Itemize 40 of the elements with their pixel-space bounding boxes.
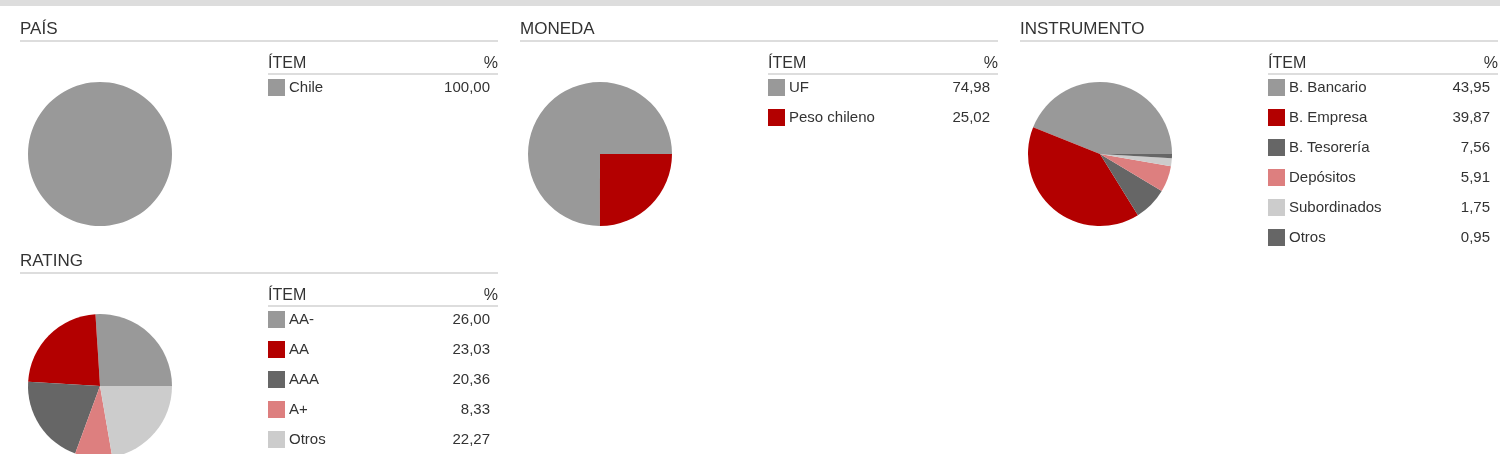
text: % bbox=[483, 286, 498, 304]
data-label: 8,33 bbox=[460, 400, 490, 417]
chart-title: RATING bbox=[20, 250, 498, 274]
chart-title: PAÍS bbox=[20, 18, 498, 42]
legend-label: B. Tesorería bbox=[1289, 138, 1370, 155]
legend-title: ÍTEM bbox=[768, 54, 807, 71]
legend-label: AA bbox=[289, 340, 310, 357]
legend-title: ÍTEM bbox=[268, 286, 307, 303]
chart-title: MONEDA bbox=[520, 18, 998, 42]
data-label: 7,56 bbox=[1460, 138, 1490, 155]
legend-label: Otros bbox=[289, 430, 326, 447]
legend-label: Subordinados bbox=[1289, 198, 1382, 215]
text: % bbox=[483, 54, 498, 72]
data-label: 26,00 bbox=[452, 310, 490, 327]
text: % bbox=[983, 54, 998, 72]
data-label: 43,95 bbox=[1452, 78, 1490, 95]
legend-label: Depósitos bbox=[1289, 168, 1356, 185]
chart-title: INSTRUMENTO bbox=[1020, 18, 1498, 42]
data-label: 20,36 bbox=[452, 370, 490, 387]
data-label: 39,87 bbox=[1452, 108, 1490, 125]
text: % bbox=[1483, 54, 1498, 72]
legend-title: ÍTEM bbox=[1268, 54, 1307, 71]
legend-label: B. Empresa bbox=[1289, 108, 1368, 125]
legend-label: Peso chileno bbox=[789, 108, 875, 125]
legend-label: AAA bbox=[289, 370, 320, 387]
legend-label: UF bbox=[789, 78, 809, 95]
legend-title: ÍTEM bbox=[268, 54, 307, 71]
data-label: 5,91 bbox=[1460, 168, 1490, 185]
legend-label: A+ bbox=[289, 400, 308, 417]
data-label: 74,98 bbox=[952, 78, 990, 95]
data-label: 100,00 bbox=[444, 78, 490, 95]
legend-label: Chile bbox=[289, 78, 324, 95]
data-label: 23,03 bbox=[452, 340, 490, 357]
data-label: 0,95 bbox=[1460, 228, 1490, 245]
legend-label: B. Bancario bbox=[1289, 78, 1367, 95]
legend-label: Otros bbox=[1289, 228, 1326, 245]
data-label: 25,02 bbox=[952, 108, 990, 125]
legend-label: AA- bbox=[289, 310, 315, 327]
data-label: 1,75 bbox=[1460, 198, 1490, 215]
data-label: 22,27 bbox=[452, 430, 490, 447]
